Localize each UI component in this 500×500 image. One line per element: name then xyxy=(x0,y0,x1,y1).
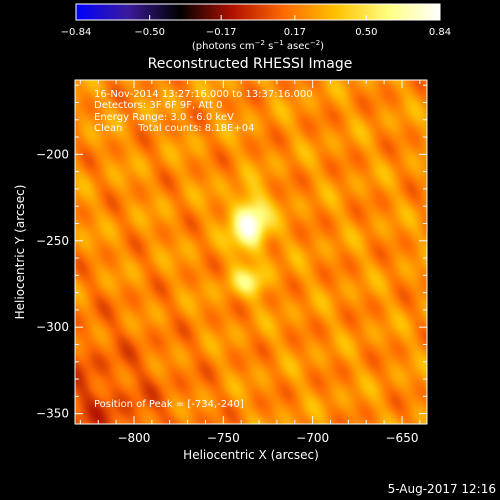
colorbar-tick-label: 0.50 xyxy=(355,27,377,38)
colorbar-tick-label: −0.84 xyxy=(61,27,92,38)
plot-frame xyxy=(74,79,428,425)
x-axis-label: Heliocentric X (arcsec) xyxy=(183,448,319,462)
colorbar-tick-label: −0.50 xyxy=(134,27,165,38)
x-tick-label: −800 xyxy=(117,431,150,445)
colorbar-tick-label: 0.84 xyxy=(429,27,451,38)
y-tick-label: −250 xyxy=(36,234,69,248)
x-tick-label: −650 xyxy=(386,431,419,445)
y-axis-label: Heliocentric Y (arcsec) xyxy=(13,185,27,320)
annotation-time-range: 16-Nov-2014 13:27:16.000 to 13:37:16.000 xyxy=(94,89,313,100)
colorbar-tick-label: 0.17 xyxy=(284,27,306,38)
footer-timestamp: 5-Aug-2017 12:16 xyxy=(388,482,496,496)
chart-title: Reconstructed RHESSI Image xyxy=(148,56,353,72)
colorbar-gradient xyxy=(75,3,441,21)
y-tick-label: −300 xyxy=(36,320,69,334)
x-tick-label: −700 xyxy=(296,431,329,445)
annotation-peak-position: Position of Peak = [-734,-240] xyxy=(94,399,244,410)
axis-ticks: −800 −750 −700 −650 −200 −250 −300 −350 xyxy=(36,80,427,445)
colorbar-units: (photons cm−2 s−1 asec−2) xyxy=(192,39,324,52)
x-tick-label: −750 xyxy=(207,431,240,445)
annotation-energy-range: Energy Range: 3.0 - 6.0 keV xyxy=(94,112,234,123)
annotation-detectors: Detectors: 3F 6F 9F, Att 0 xyxy=(94,100,222,111)
annotation-block: 16-Nov-2014 13:27:16.000 to 13:37:16.000… xyxy=(94,89,313,134)
colorbar-tick-label: −0.17 xyxy=(206,27,237,38)
heatmap-image xyxy=(75,80,427,424)
y-tick-label: −350 xyxy=(36,407,69,421)
annotation-clean-counts: Clean Total counts: 8.18E+04 xyxy=(94,123,254,134)
colorbar-ticks: −0.84 −0.50 −0.17 0.17 0.50 0.84 xyxy=(61,15,451,38)
heatmap-raster xyxy=(75,80,427,424)
y-tick-label: −200 xyxy=(36,147,69,161)
